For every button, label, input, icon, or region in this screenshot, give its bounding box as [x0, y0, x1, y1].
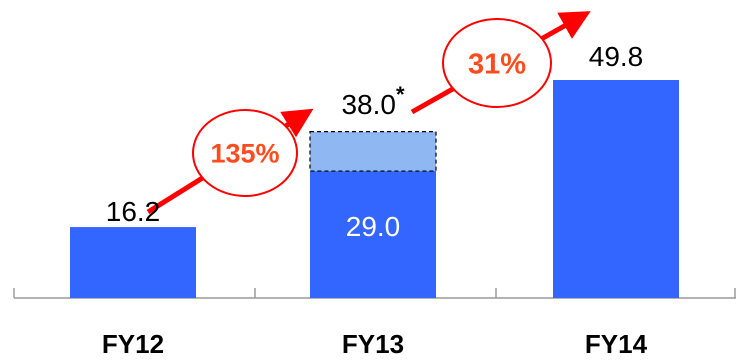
bar-fy12 [70, 227, 196, 298]
bar-fy13 [310, 171, 436, 298]
growth-circle-2 [442, 18, 552, 108]
tick-label-fy13: FY13 [342, 329, 404, 359]
asterisk-marker: * [396, 82, 405, 107]
bar-fy14 [553, 80, 679, 298]
data-label-fy12: 16.2 [106, 196, 161, 227]
tick-label-fy14: FY14 [585, 329, 648, 359]
growth-label-2: 31% [468, 48, 526, 80]
data-label-fy13-adjusted: 38.0* [341, 82, 405, 120]
data-label-fy13: 29.0 [346, 211, 401, 242]
data-label-fy14: 49.8 [589, 41, 644, 72]
growth-label-1: 135% [210, 139, 279, 169]
growth-circle-1 [192, 109, 298, 197]
bar-fy13-adjusted-segment [309, 131, 437, 172]
tick-label-fy12: FY12 [102, 329, 164, 359]
